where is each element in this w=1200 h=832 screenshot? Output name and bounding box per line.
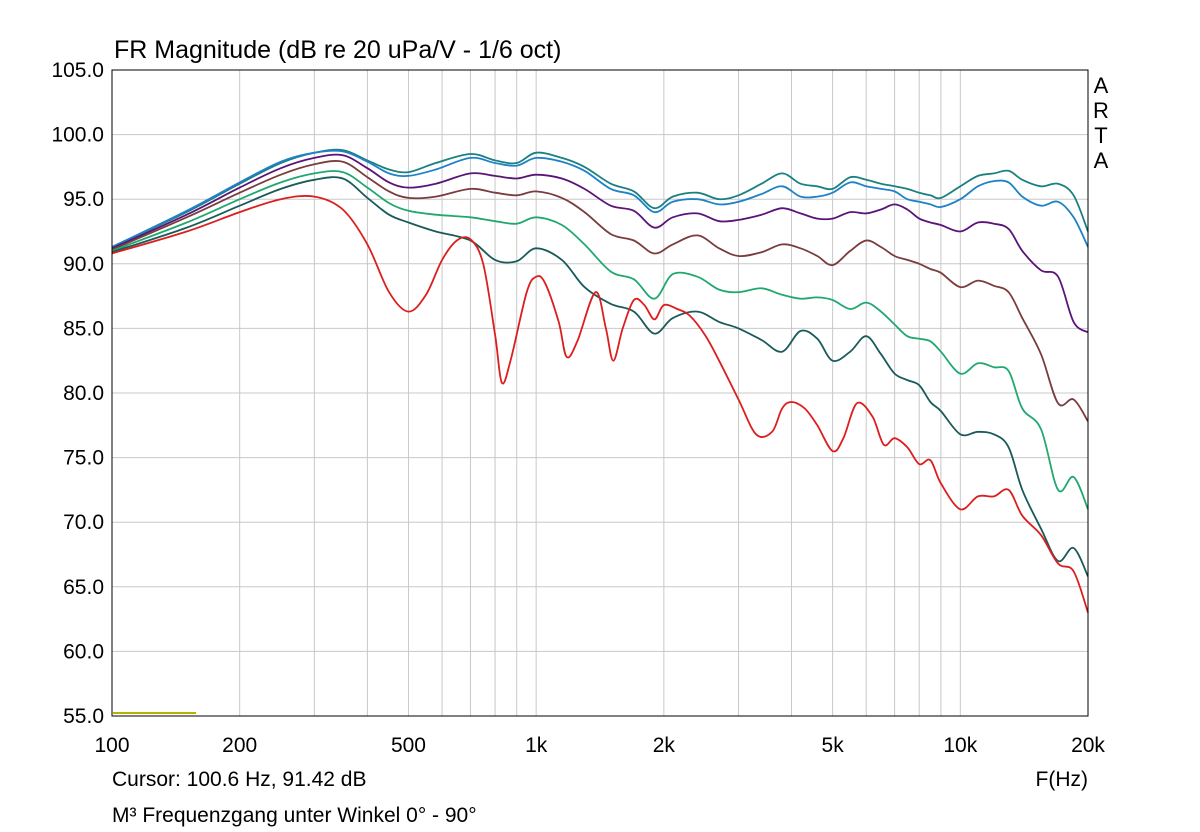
x-tick-label: 200	[222, 734, 257, 757]
y-tick-label: 60.0	[63, 640, 104, 663]
y-tick-label: 100.0	[51, 124, 104, 147]
x-tick-label: 10k	[943, 734, 977, 757]
y-tick-label: 80.0	[63, 382, 104, 405]
series-lines	[111, 148, 1089, 613]
x-tick-label: 100	[94, 734, 129, 757]
cursor-readout: Cursor: 100.6 Hz, 91.42 dB	[112, 768, 366, 791]
x-tick-label: 2k	[653, 734, 676, 757]
x-tick-label: 20k	[1071, 734, 1105, 757]
brand-letter: T	[1094, 123, 1107, 148]
y-tick-label: 70.0	[63, 511, 104, 534]
y-tick-label: 105.0	[51, 59, 104, 82]
x-tick-label: 5k	[822, 734, 845, 757]
y-tick-label: 65.0	[63, 576, 104, 599]
x-tick-label: 1k	[525, 734, 548, 757]
series-line-2	[111, 149, 1089, 248]
series-line-7	[111, 195, 1089, 613]
x-axis-ticks: 100 200 500 1k 2k 5k 10k 20k	[94, 734, 1105, 757]
y-axis-ticks: 105.0 100.0 95.0 90.0 85.0 80.0 75.0 70.0 65.0 60…	[51, 59, 104, 728]
brand-letter: A	[1094, 73, 1109, 98]
y-tick-label: 55.0	[63, 705, 104, 728]
chart-caption: M³ Frequenzgang unter Winkel 0° - 90°	[112, 804, 477, 827]
y-tick-label: 90.0	[63, 253, 104, 276]
series-line-4	[111, 160, 1089, 422]
x-axis-label: F(Hz)	[1036, 768, 1088, 791]
brand-letter: A	[1094, 148, 1109, 173]
chart-title: FR Magnitude (dB re 20 uPa/V - 1/6 oct)	[114, 36, 561, 64]
y-tick-label: 75.0	[63, 447, 104, 470]
brand-letter: R	[1093, 98, 1109, 123]
grid-lines	[112, 70, 1088, 716]
y-tick-label: 95.0	[63, 188, 104, 211]
series-line-6	[111, 176, 1089, 577]
series-line-3	[111, 153, 1089, 334]
y-tick-label: 85.0	[63, 317, 104, 340]
x-tick-label: 500	[391, 734, 426, 757]
series-line-1	[111, 148, 1089, 248]
series-line-5	[111, 170, 1089, 510]
plot-frame	[111, 69, 1089, 717]
